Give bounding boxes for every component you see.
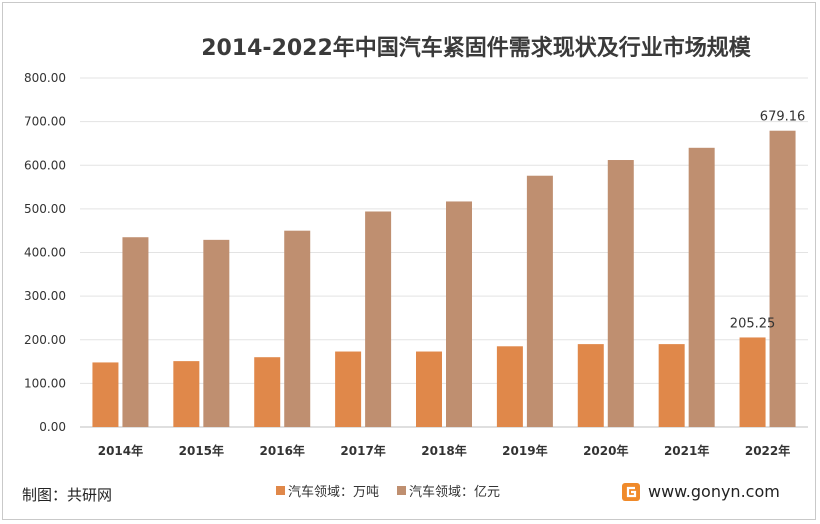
- gonyn-logo-icon: [622, 482, 640, 501]
- y-tick-label: 500.00: [24, 202, 66, 216]
- bar: [203, 239, 230, 427]
- legend: 汽车领域：万吨 汽车领域：亿元: [276, 481, 500, 500]
- chart-title: 2014-2022年中国汽车紧固件需求现状及行业市场规模: [201, 36, 751, 61]
- x-tick-label: 2020年: [583, 443, 628, 458]
- legend-swatch-tons: [276, 486, 285, 495]
- bar: [496, 346, 523, 427]
- bar: [365, 211, 392, 427]
- y-tick-label: 700.00: [24, 115, 66, 129]
- bar: [92, 362, 119, 427]
- x-tick-label: 2018年: [421, 443, 466, 458]
- y-tick-label: 200.00: [24, 333, 66, 347]
- legend-label-yuan: 汽车领域：亿元: [409, 485, 501, 500]
- bar: [607, 160, 634, 427]
- y-tick-label: 0.00: [39, 420, 66, 434]
- data-label: 679.16: [760, 110, 806, 125]
- bar: [769, 130, 796, 428]
- y-tick-label: 400.00: [24, 246, 66, 260]
- bar: [254, 357, 281, 427]
- bar: [446, 201, 472, 427]
- bar: [526, 175, 553, 427]
- bar: [688, 147, 715, 428]
- bar: [416, 351, 442, 427]
- bar: [335, 351, 362, 427]
- y-tick-label: 100.00: [24, 376, 66, 390]
- x-tick-label: 2021年: [664, 443, 709, 458]
- x-tick-label: 2016年: [260, 443, 305, 458]
- legend-label-tons: 汽车领域：万吨: [288, 485, 380, 500]
- bar: [658, 344, 685, 427]
- x-tick-label: 2015年: [179, 443, 224, 458]
- y-tick-label: 600.00: [24, 158, 66, 172]
- x-tick-label: 2022年: [745, 443, 790, 458]
- x-tick-label: 2019年: [502, 443, 547, 458]
- legend-item-tons: 汽车领域：万吨: [276, 481, 379, 500]
- bar: [284, 230, 311, 427]
- x-tick-label: 2014年: [98, 443, 143, 458]
- legend-swatch-yuan: [397, 486, 407, 495]
- legend-item-yuan: 汽车领域：亿元: [397, 481, 500, 500]
- source-note: 制图：共研网: [22, 486, 113, 504]
- y-tick-label: 300.00: [24, 289, 66, 303]
- bar: [739, 337, 766, 427]
- brand-url: www.gonyn.com: [648, 482, 780, 501]
- x-tick-label: 2017年: [340, 443, 385, 458]
- bar: [173, 361, 200, 427]
- brand: www.gonyn.com: [622, 482, 780, 501]
- bar: [577, 344, 604, 427]
- y-tick-label: 800.00: [24, 71, 66, 85]
- bar: [122, 237, 149, 427]
- data-label: 205.25: [730, 316, 776, 331]
